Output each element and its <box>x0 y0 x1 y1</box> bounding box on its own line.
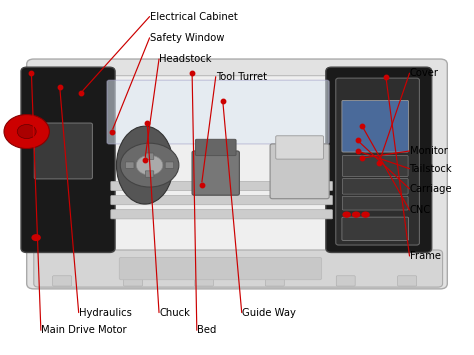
FancyBboxPatch shape <box>111 196 332 205</box>
FancyBboxPatch shape <box>119 257 321 280</box>
Text: Cover: Cover <box>410 68 438 78</box>
FancyBboxPatch shape <box>107 80 329 144</box>
FancyBboxPatch shape <box>192 151 239 195</box>
FancyBboxPatch shape <box>270 144 329 199</box>
Circle shape <box>120 143 179 187</box>
Wedge shape <box>4 115 49 148</box>
Circle shape <box>352 212 360 218</box>
FancyBboxPatch shape <box>342 196 408 210</box>
Text: Safety Window: Safety Window <box>150 33 224 43</box>
FancyBboxPatch shape <box>326 67 432 252</box>
Text: Guide Way: Guide Way <box>242 307 296 318</box>
FancyBboxPatch shape <box>146 153 154 159</box>
FancyBboxPatch shape <box>194 276 213 286</box>
FancyBboxPatch shape <box>398 276 417 286</box>
FancyBboxPatch shape <box>336 78 419 245</box>
Text: Main Drive Motor: Main Drive Motor <box>41 325 127 335</box>
FancyBboxPatch shape <box>195 139 236 155</box>
Text: CNC: CNC <box>410 205 431 215</box>
FancyBboxPatch shape <box>146 171 154 177</box>
FancyBboxPatch shape <box>101 76 364 258</box>
Text: Tailstock: Tailstock <box>410 164 452 174</box>
Circle shape <box>361 212 370 218</box>
FancyBboxPatch shape <box>126 162 134 168</box>
Text: Monitor: Monitor <box>410 146 447 156</box>
Text: Chuck: Chuck <box>159 307 190 318</box>
Text: Hydraulics: Hydraulics <box>79 307 132 318</box>
Ellipse shape <box>117 126 173 204</box>
Text: Bed: Bed <box>197 325 216 335</box>
FancyBboxPatch shape <box>265 276 284 286</box>
FancyBboxPatch shape <box>21 67 115 252</box>
FancyBboxPatch shape <box>276 136 323 159</box>
Circle shape <box>17 125 36 138</box>
FancyBboxPatch shape <box>165 162 173 168</box>
FancyBboxPatch shape <box>53 276 72 286</box>
FancyBboxPatch shape <box>342 217 409 240</box>
FancyBboxPatch shape <box>111 181 332 191</box>
FancyBboxPatch shape <box>34 123 92 179</box>
FancyBboxPatch shape <box>27 59 447 289</box>
FancyBboxPatch shape <box>342 100 409 152</box>
Circle shape <box>31 234 41 241</box>
Text: Carriage: Carriage <box>410 184 452 194</box>
FancyBboxPatch shape <box>342 179 408 194</box>
Text: Tool Turret: Tool Turret <box>216 72 267 82</box>
FancyBboxPatch shape <box>34 250 443 287</box>
Text: Frame: Frame <box>410 251 440 261</box>
Text: Headstock: Headstock <box>159 54 211 64</box>
Text: Electrical Cabinet: Electrical Cabinet <box>150 12 237 22</box>
FancyBboxPatch shape <box>124 276 143 286</box>
FancyBboxPatch shape <box>336 276 355 286</box>
FancyBboxPatch shape <box>111 210 332 219</box>
FancyBboxPatch shape <box>342 155 408 176</box>
Circle shape <box>137 155 163 175</box>
Circle shape <box>342 212 351 218</box>
